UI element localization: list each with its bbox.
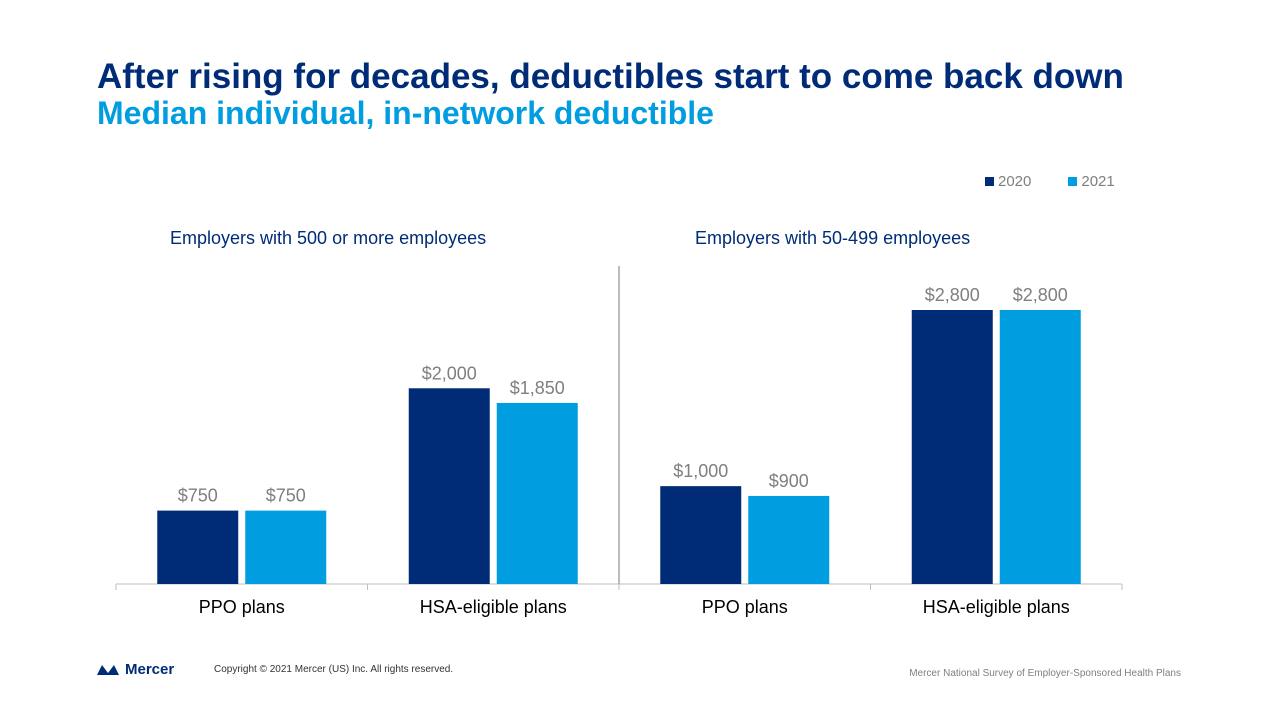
- bar-chart: $750 $750 PPO plans $2,000 $1,850 HSA-eligibl…: [115, 266, 1123, 617]
- data-label-2021-1: $750: [266, 486, 306, 506]
- chart-legend: 2020 2021: [985, 173, 1115, 190]
- category-label-2: HSA-eligible plans: [420, 597, 567, 617]
- bar-2021-1: [245, 510, 327, 584]
- copyright-notice: Copyright © 2021 Mercer (US) Inc. All ri…: [214, 664, 454, 675]
- bar-2021-4: [999, 310, 1081, 584]
- bar-2021-3: [748, 495, 830, 584]
- data-label-2020-3: $1,000: [673, 461, 728, 481]
- data-label-2020-2: $2,000: [422, 363, 477, 383]
- panel-title-small-employers: Employers with 50-499 employees: [695, 228, 971, 248]
- data-label-2021-2: $1,850: [510, 378, 565, 398]
- legend-label-2021: 2021: [1081, 173, 1115, 190]
- data-label-2021-3: $900: [769, 471, 809, 491]
- bar-2020-1: [157, 510, 239, 584]
- legend-item-2020: 2020: [985, 173, 1031, 190]
- category-label-3: PPO plans: [702, 597, 788, 617]
- data-label-2020-4: $2,800: [925, 285, 980, 305]
- category-label-4: HSA-eligible plans: [923, 597, 1070, 617]
- data-label-2021-4: $2,800: [1013, 285, 1068, 305]
- panel-title-large-employers: Employers with 500 or more employees: [170, 228, 487, 248]
- legend-label-2020: 2020: [998, 173, 1032, 190]
- legend-swatch-2020: [985, 177, 994, 186]
- mercer-logo: Mercer: [96, 661, 174, 678]
- data-label-2020-1: $750: [178, 486, 218, 506]
- legend-swatch-2021: [1068, 177, 1078, 186]
- category-label-1: PPO plans: [199, 597, 285, 617]
- legend-item-2021: 2021: [1068, 173, 1115, 190]
- mercer-logo-icon: [97, 664, 119, 675]
- bar-2021-2: [496, 402, 578, 584]
- source-note: Mercer National Survey of Employer-Spons…: [909, 668, 1181, 679]
- bar-2020-4: [911, 310, 993, 584]
- slide-subtitle: Median individual, in-network deductible: [97, 95, 714, 131]
- bar-2020-2: [408, 388, 490, 584]
- bar-2020-3: [660, 486, 742, 584]
- slide-title: After rising for decades, deductibles st…: [97, 57, 1124, 96]
- mercer-logo-text: Mercer: [125, 661, 175, 678]
